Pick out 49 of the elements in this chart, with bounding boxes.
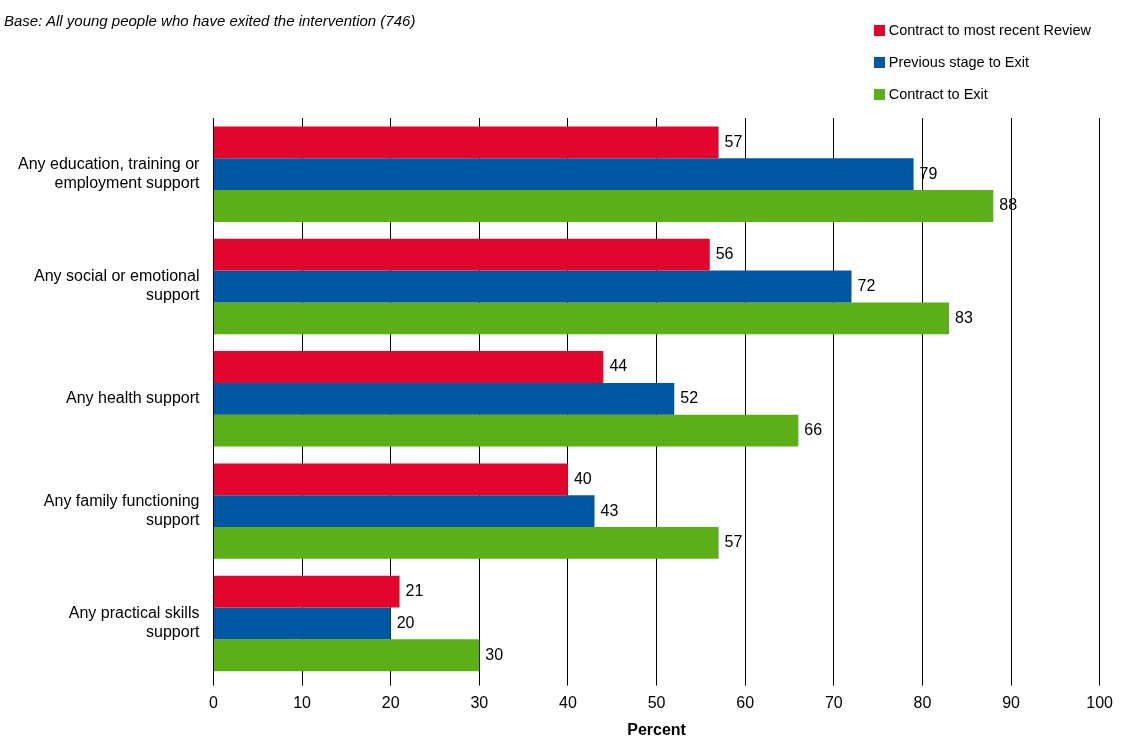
- y-tick-label: Any practical skills support: [68, 604, 200, 641]
- x-tick-label: 40: [559, 693, 577, 711]
- data-label: 56: [715, 245, 734, 263]
- x-tick-label: 0: [208, 693, 218, 711]
- data-label: 52: [680, 389, 699, 407]
- bar: [213, 463, 568, 496]
- bar: [213, 527, 719, 559]
- data-label: 30: [485, 645, 504, 663]
- bar: [213, 639, 480, 672]
- x-tick-label: 20: [381, 693, 400, 711]
- bar: [213, 238, 710, 271]
- bar: [213, 414, 799, 447]
- bar: [213, 190, 994, 222]
- text: Base: All young people who have exited the intervention (746): [4, 12, 416, 29]
- bar: [213, 351, 604, 383]
- data-label: 43: [600, 501, 619, 519]
- x-tick-label: 80: [913, 693, 932, 711]
- x-tick-label: 10: [293, 693, 312, 711]
- data-label: 21: [405, 582, 424, 600]
- y-tick-label: Any family functioning support: [43, 491, 200, 529]
- bar: [213, 158, 914, 191]
- y-tick-label: Any social or emotional support: [34, 267, 200, 304]
- data-label: 66: [804, 421, 823, 439]
- legend-label: Previous stage to Exit: [888, 54, 1029, 70]
- x-tick-label: 60: [736, 693, 755, 711]
- data-label: 83: [955, 308, 973, 326]
- bar: [213, 607, 391, 640]
- data-label: 40: [573, 469, 592, 487]
- bar: [213, 382, 675, 415]
- bar: [213, 575, 400, 608]
- x-tick-label: 30: [470, 693, 489, 711]
- x-tick-label: 70: [824, 693, 843, 711]
- bar: [213, 302, 949, 335]
- bar: [213, 126, 719, 159]
- y-tick-label: Any health support: [66, 389, 200, 407]
- bar: [213, 495, 595, 528]
- data-label: 57: [724, 132, 743, 150]
- x-axis-title: Percent: [627, 720, 687, 738]
- x-tick-label: 90: [1002, 693, 1021, 711]
- y-tick-label: Any education, training or employment support: [17, 154, 201, 192]
- x-tick-label: 50: [647, 693, 666, 711]
- data-label: 57: [724, 533, 743, 551]
- data-label: 72: [857, 276, 876, 294]
- legend-label: Contract to Exit: [888, 86, 988, 102]
- bar: [213, 270, 852, 303]
- data-label: 44: [609, 357, 628, 375]
- x-tick-label: 100: [1086, 693, 1114, 711]
- legend-label: Contract to most recent Review: [888, 22, 1091, 38]
- data-label: 20: [396, 613, 415, 631]
